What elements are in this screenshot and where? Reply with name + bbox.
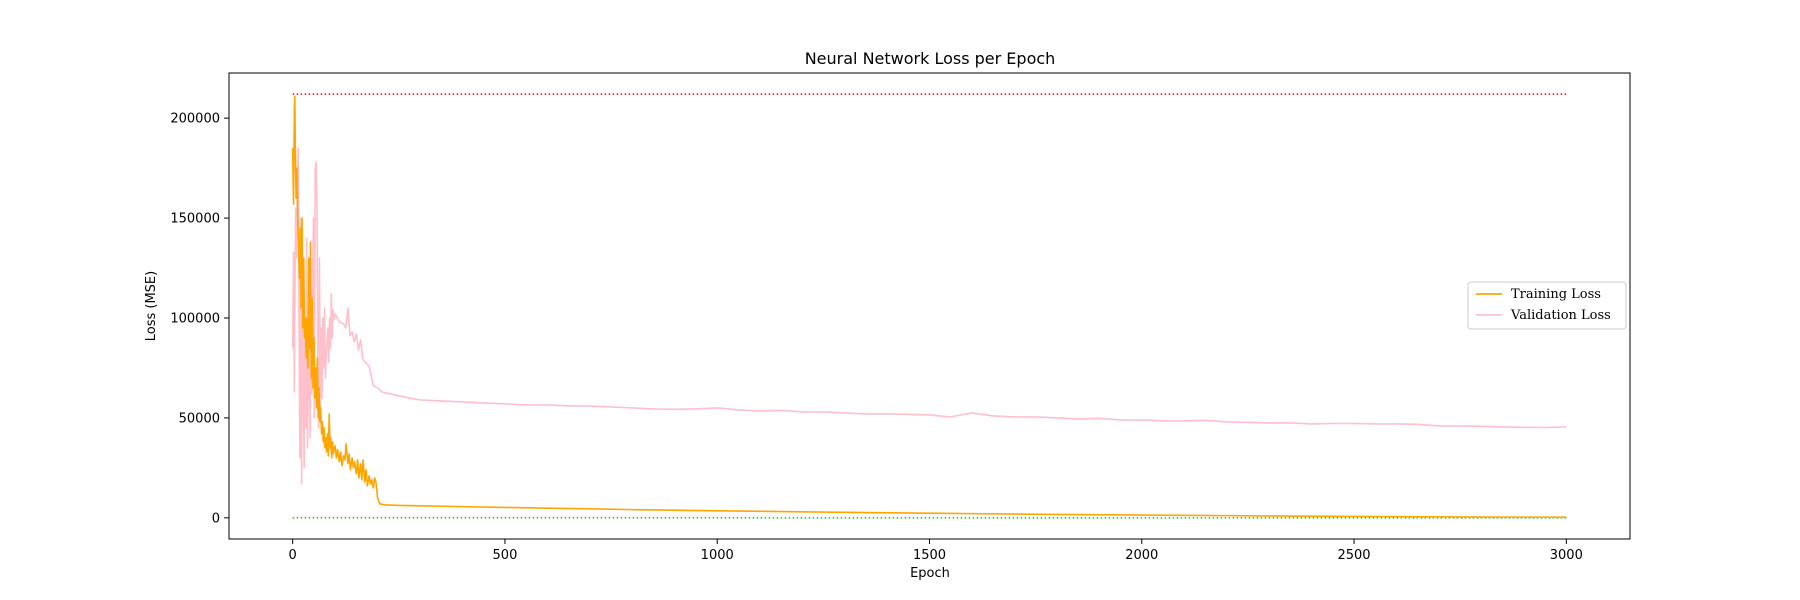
training-loss-line (291, 95, 1567, 519)
y-tick-label: 50000 (179, 411, 220, 426)
legend: Training Loss Validation Loss (1467, 281, 1627, 330)
y-axis: 0 50000 100000 150000 200000 (170, 112, 229, 526)
x-tick-label: 1000 (701, 548, 734, 563)
chart-title: Neural Network Loss per Epoch (805, 49, 1056, 68)
x-tick-label: 1500 (913, 548, 946, 563)
series-lines (291, 95, 1567, 519)
y-tick-label: 100000 (170, 311, 220, 326)
x-tick-label: 0 (289, 548, 297, 563)
x-axis-title: Epoch (910, 566, 950, 581)
legend-frame (1467, 281, 1627, 330)
x-tick-label: 2000 (1125, 548, 1158, 563)
reference-lines (292, 93, 1567, 519)
x-axis: 0 500 1000 1500 2000 2500 3000 (289, 539, 1583, 563)
x-tick-label: 2500 (1337, 548, 1370, 563)
x-tick-label: 3000 (1550, 548, 1583, 563)
y-tick-label: 0 (212, 511, 220, 526)
x-tick-label: 500 (493, 548, 518, 563)
y-tick-label: 200000 (170, 112, 220, 127)
y-tick-label: 150000 (170, 212, 220, 227)
y-axis-title: Loss (MSE) (144, 271, 159, 341)
legend-label-validation: Validation Loss (1510, 308, 1611, 323)
legend-label-training: Training Loss (1511, 287, 1601, 302)
